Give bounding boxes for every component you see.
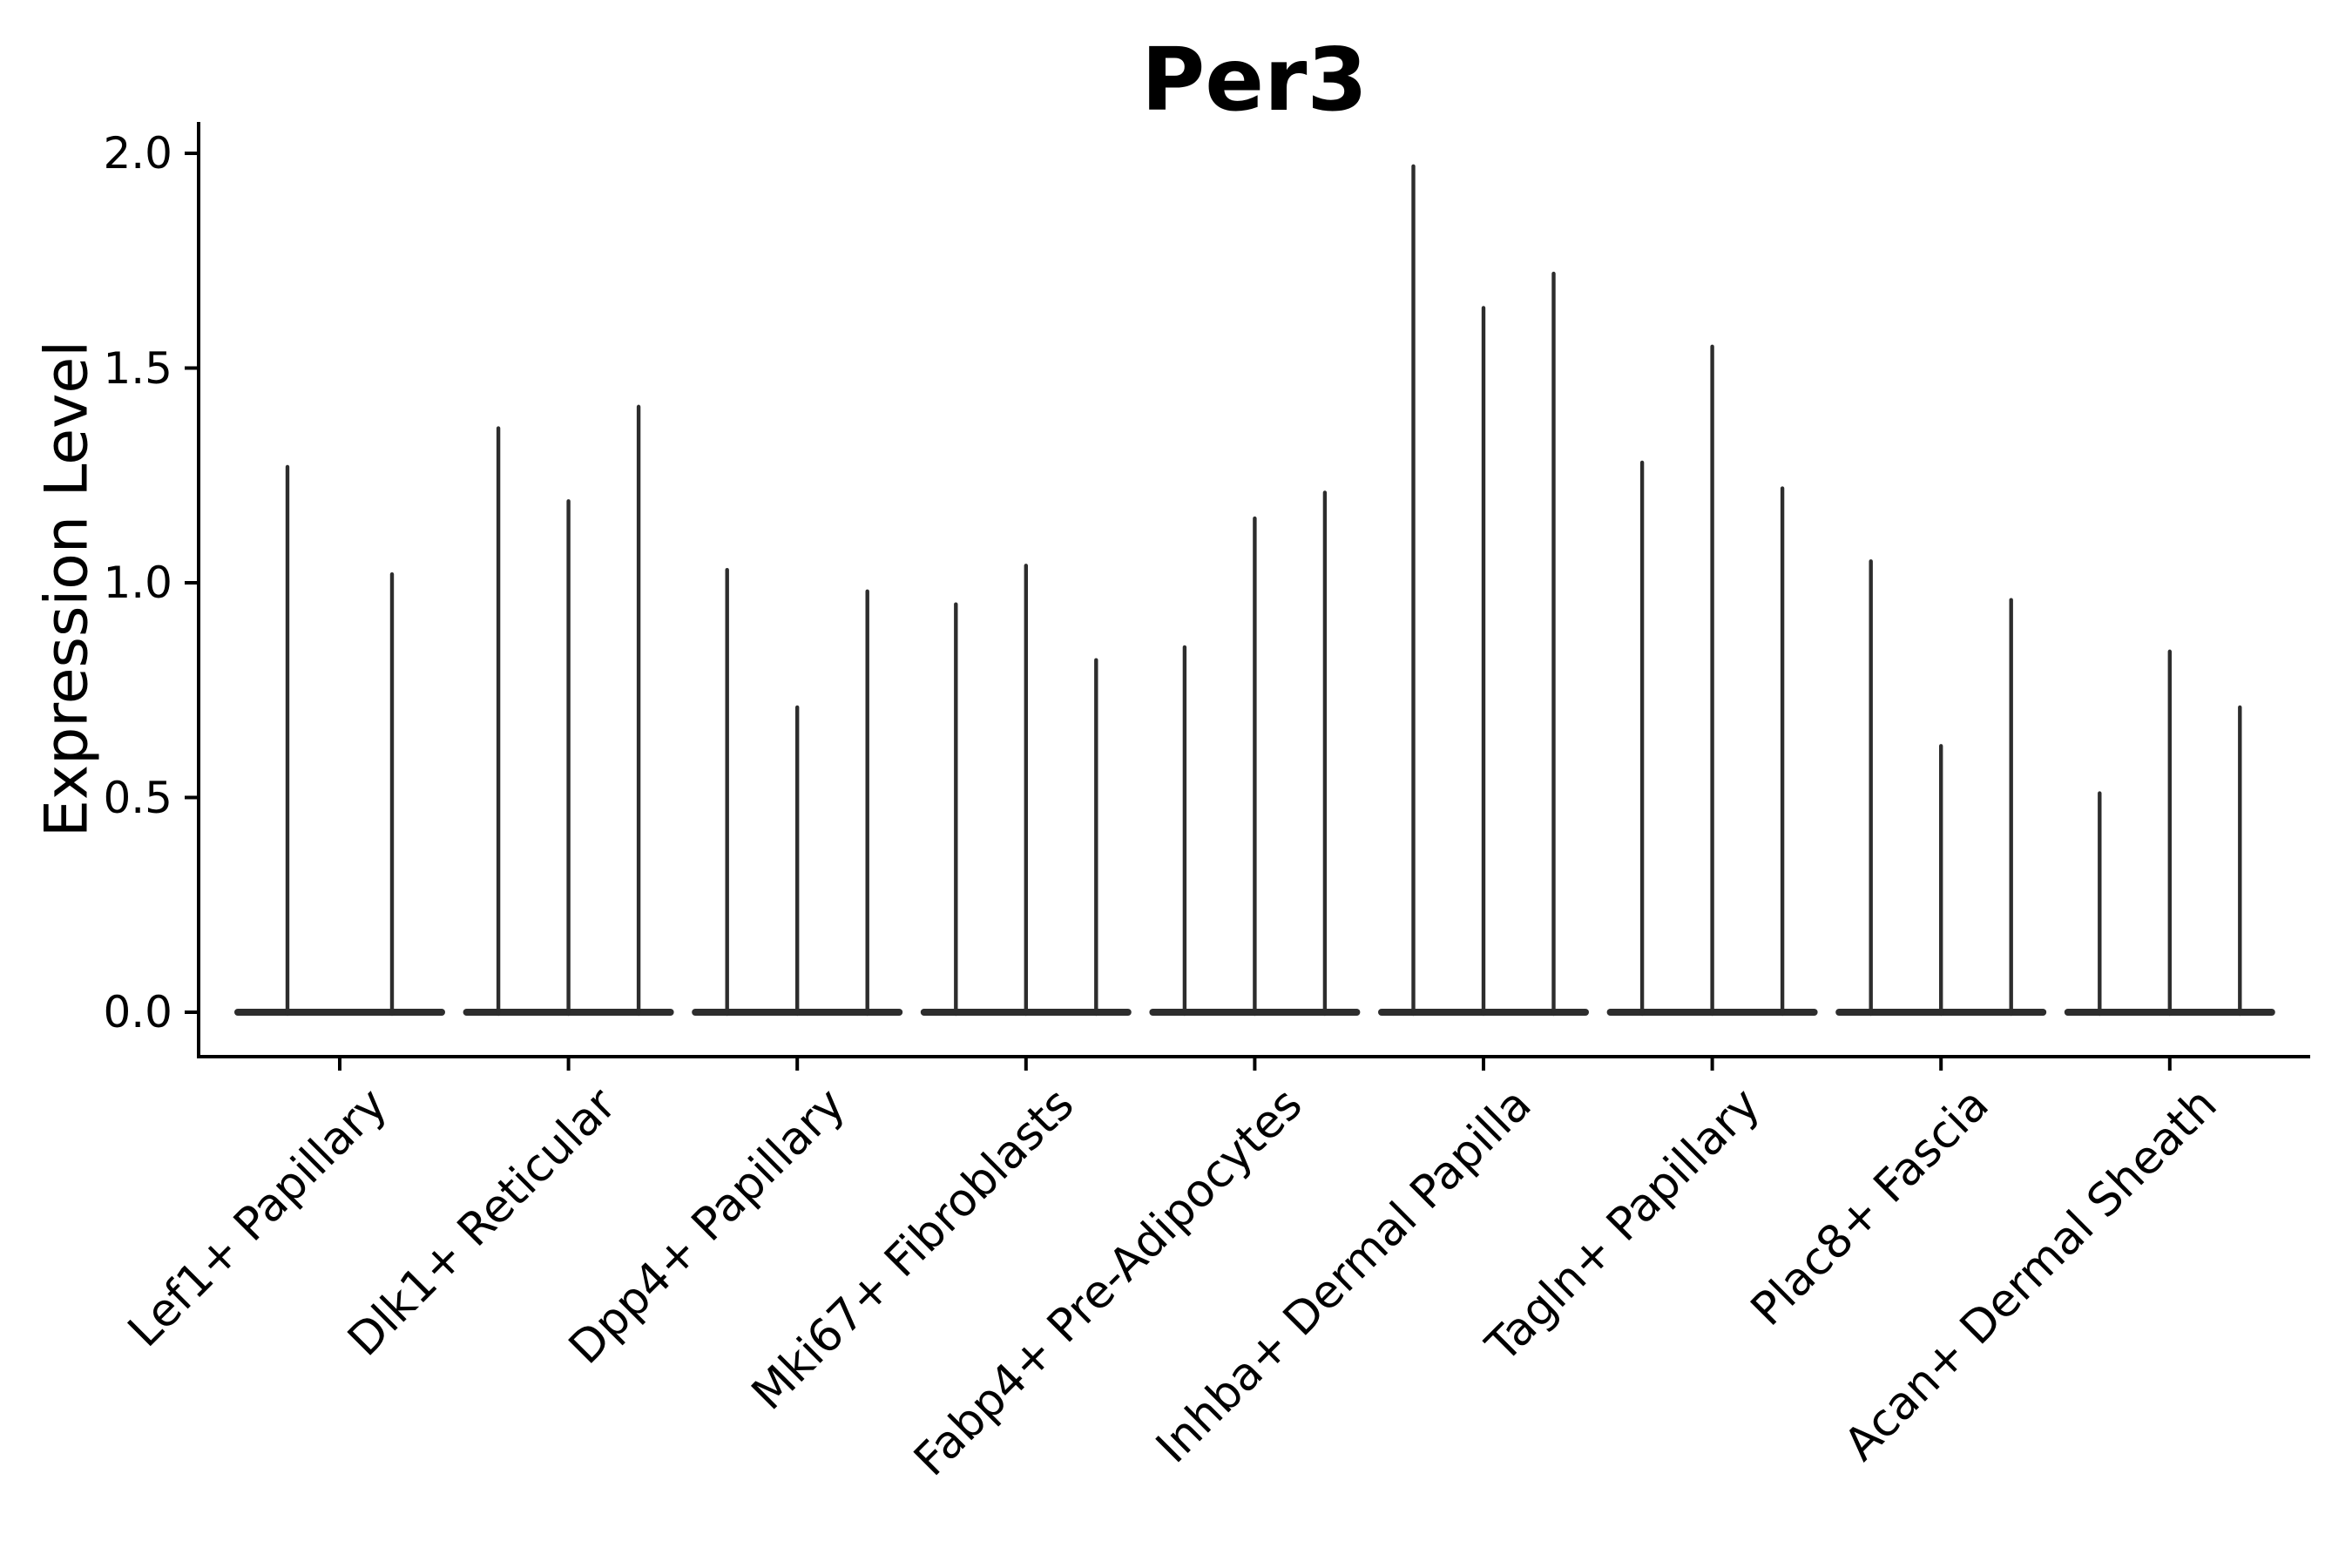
y-tick-label: 0.0 bbox=[103, 987, 172, 1037]
y-tick-label: 1.0 bbox=[103, 558, 172, 608]
y-tick-label: 1.5 bbox=[103, 342, 172, 394]
violin-base-blob bbox=[234, 1009, 445, 1016]
y-tick-label: 2.0 bbox=[103, 128, 172, 179]
y-tick-label: 0.5 bbox=[103, 772, 172, 823]
plot-title: Per3 bbox=[1140, 29, 1368, 131]
